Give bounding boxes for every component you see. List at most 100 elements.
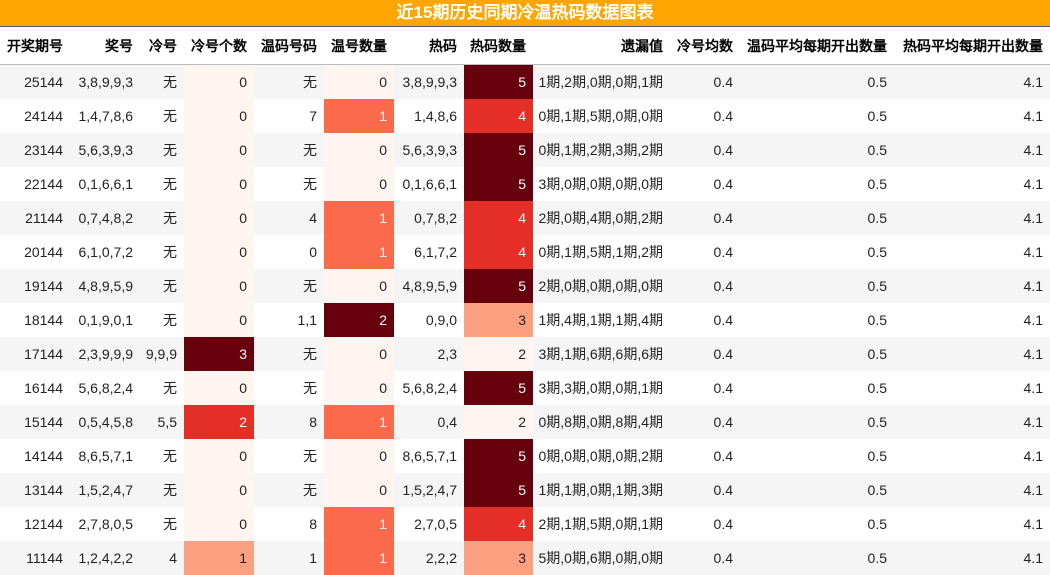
table-cell: 0,9,0 <box>394 303 464 337</box>
table-cell: 0.5 <box>740 65 894 100</box>
table-cell: 8,6,5,7,1 <box>70 439 140 473</box>
table-cell: 0期,8期,0期,8期,4期 <box>533 405 670 439</box>
table-cell: 0,7,8,2 <box>394 201 464 235</box>
table-cell: 4.1 <box>894 405 1050 439</box>
table-cell: 4.1 <box>894 473 1050 507</box>
table-cell: 3期,3期,0期,0期,1期 <box>533 371 670 405</box>
table-cell: 4.1 <box>894 371 1050 405</box>
table-cell: 3期,0期,0期,0期,0期 <box>533 167 670 201</box>
heat-cell: 5 <box>464 473 533 507</box>
column-header: 冷号均数 <box>670 27 740 65</box>
table-cell: 0.5 <box>740 201 894 235</box>
table-cell: 4.1 <box>894 167 1050 201</box>
heat-cell: 0 <box>184 65 254 100</box>
table-cell: 无 <box>254 371 324 405</box>
heat-cell: 4 <box>464 201 533 235</box>
heat-cell: 1 <box>324 507 394 541</box>
table-cell: 0,1,6,6,1 <box>394 167 464 201</box>
heat-cell: 0 <box>184 303 254 337</box>
table-cell: 0.5 <box>740 371 894 405</box>
table-cell: 0.5 <box>740 269 894 303</box>
column-header: 热码数量 <box>464 27 533 65</box>
heat-cell: 1 <box>324 235 394 269</box>
table-cell: 无 <box>140 473 184 507</box>
heat-cell: 1 <box>324 99 394 133</box>
table-cell: 23144 <box>0 133 70 167</box>
table-cell: 3期,1期,6期,6期,6期 <box>533 337 670 371</box>
table-cell: 4.1 <box>894 65 1050 100</box>
table-cell: 6,1,0,7,2 <box>70 235 140 269</box>
table-cell: 0,4 <box>394 405 464 439</box>
table-cell: 0.4 <box>670 99 740 133</box>
table-cell: 8,6,5,7,1 <box>394 439 464 473</box>
heat-cell: 2 <box>324 303 394 337</box>
table-cell: 16144 <box>0 371 70 405</box>
heat-cell: 0 <box>324 133 394 167</box>
table-cell: 18144 <box>0 303 70 337</box>
heat-cell: 5 <box>464 65 533 100</box>
heat-cell: 2 <box>184 405 254 439</box>
table-cell: 1,5,2,4,7 <box>394 473 464 507</box>
table-cell: 无 <box>254 439 324 473</box>
table-cell: 2,2,2 <box>394 541 464 575</box>
table-cell: 0.4 <box>670 269 740 303</box>
table-cell: 20144 <box>0 235 70 269</box>
table-cell: 6,1,7,2 <box>394 235 464 269</box>
table-cell: 1期,1期,0期,1期,3期 <box>533 473 670 507</box>
table-cell: 无 <box>140 371 184 405</box>
table-cell: 0.5 <box>740 337 894 371</box>
heat-cell: 0 <box>184 371 254 405</box>
table-cell: 15144 <box>0 405 70 439</box>
heat-cell: 5 <box>464 167 533 201</box>
table-cell: 4.1 <box>894 303 1050 337</box>
column-header: 冷号个数 <box>184 27 254 65</box>
heat-cell: 0 <box>184 507 254 541</box>
table-cell: 0.5 <box>740 405 894 439</box>
table-cell: 0.5 <box>740 473 894 507</box>
table-cell: 4.1 <box>894 439 1050 473</box>
header-row: 开奖期号奖号冷号冷号个数温码号码温号数量热码热码数量遗漏值冷号均数温码平均每期开… <box>0 27 1050 65</box>
table-cell: 0.4 <box>670 473 740 507</box>
heat-cell: 0 <box>184 201 254 235</box>
table-cell: 无 <box>140 439 184 473</box>
table-cell: 4.1 <box>894 507 1050 541</box>
table-cell: 2期,0期,4期,0期,2期 <box>533 201 670 235</box>
table-cell: 0.4 <box>670 235 740 269</box>
table-cell: 0.4 <box>670 167 740 201</box>
table-cell: 12144 <box>0 507 70 541</box>
table-cell: 无 <box>140 507 184 541</box>
table-cell: 0.4 <box>670 133 740 167</box>
table-cell: 0.5 <box>740 439 894 473</box>
column-header: 温码号码 <box>254 27 324 65</box>
table-cell: 24144 <box>0 99 70 133</box>
table-cell: 4,8,9,5,9 <box>394 269 464 303</box>
table-cell: 2,3 <box>394 337 464 371</box>
table-cell: 3,8,9,9,3 <box>394 65 464 100</box>
table-cell: 0.5 <box>740 133 894 167</box>
table-cell: 无 <box>254 269 324 303</box>
table-cell: 无 <box>140 269 184 303</box>
table-cell: 14144 <box>0 439 70 473</box>
table-cell: 无 <box>254 337 324 371</box>
table-cell: 0期,1期,2期,3期,2期 <box>533 133 670 167</box>
column-header: 开奖期号 <box>0 27 70 65</box>
table-cell: 0,1,9,0,1 <box>70 303 140 337</box>
table-cell: 3,8,9,9,3 <box>70 65 140 100</box>
table-cell: 无 <box>140 303 184 337</box>
table-cell: 0.4 <box>670 439 740 473</box>
heat-cell: 0 <box>184 473 254 507</box>
table-cell: 0.4 <box>670 371 740 405</box>
heat-cell: 2 <box>464 405 533 439</box>
heat-cell: 5 <box>464 133 533 167</box>
heat-cell: 0 <box>324 167 394 201</box>
table-cell: 无 <box>254 167 324 201</box>
